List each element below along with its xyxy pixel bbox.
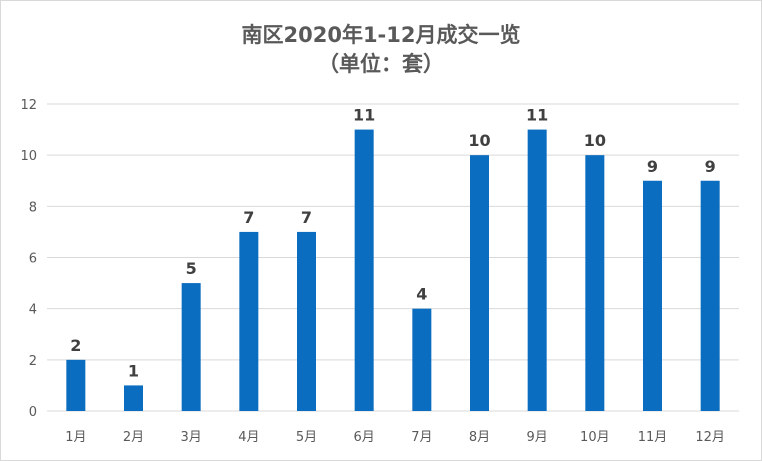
data-label: 11 bbox=[526, 106, 548, 125]
x-tick-label: 7月 bbox=[411, 430, 432, 445]
y-tick-label: 4 bbox=[29, 303, 37, 318]
data-label: 10 bbox=[584, 131, 606, 150]
data-label: 9 bbox=[647, 157, 658, 176]
x-tick-label: 8月 bbox=[469, 430, 490, 445]
bar bbox=[181, 283, 201, 411]
x-tick-label: 5月 bbox=[296, 430, 317, 445]
data-label: 1 bbox=[128, 361, 139, 380]
data-label: 4 bbox=[416, 285, 427, 304]
data-label: 11 bbox=[353, 106, 375, 125]
data-label: 7 bbox=[243, 208, 254, 227]
bar bbox=[124, 385, 143, 411]
bar bbox=[239, 231, 259, 411]
data-label: 9 bbox=[705, 157, 716, 176]
x-tick-label: 1月 bbox=[65, 430, 86, 445]
x-tick-label: 3月 bbox=[181, 430, 202, 445]
x-tick-label: 11月 bbox=[638, 430, 668, 445]
y-tick-label: 2 bbox=[29, 354, 37, 369]
data-label: 2 bbox=[70, 336, 81, 355]
x-tick-label: 2月 bbox=[123, 430, 144, 445]
chart-title: 南区2020年1-12月成交一览 bbox=[241, 23, 521, 47]
x-tick-label: 6月 bbox=[354, 430, 375, 445]
bar bbox=[470, 155, 489, 411]
y-tick-label: 8 bbox=[29, 200, 37, 215]
bar bbox=[297, 231, 316, 411]
bar bbox=[354, 129, 374, 412]
x-tick-label: 4月 bbox=[238, 430, 259, 445]
data-label: 7 bbox=[301, 208, 312, 227]
bar bbox=[643, 180, 662, 411]
y-tick-label: 10 bbox=[20, 149, 37, 164]
y-tick-label: 12 bbox=[20, 98, 37, 113]
y-tick-label: 6 bbox=[29, 252, 37, 267]
x-tick-label: 9月 bbox=[527, 430, 548, 445]
data-label: 10 bbox=[468, 131, 490, 150]
bar bbox=[412, 308, 432, 411]
chart-subtitle: （单位：套） bbox=[318, 52, 444, 76]
y-tick-label: 0 bbox=[29, 405, 37, 420]
bar bbox=[527, 129, 547, 412]
x-tick-label: 12月 bbox=[695, 430, 725, 445]
data-label: 5 bbox=[186, 259, 197, 278]
bar bbox=[66, 359, 86, 411]
bar bbox=[585, 155, 605, 411]
x-tick-label: 10月 bbox=[580, 430, 610, 445]
bar bbox=[700, 180, 720, 411]
